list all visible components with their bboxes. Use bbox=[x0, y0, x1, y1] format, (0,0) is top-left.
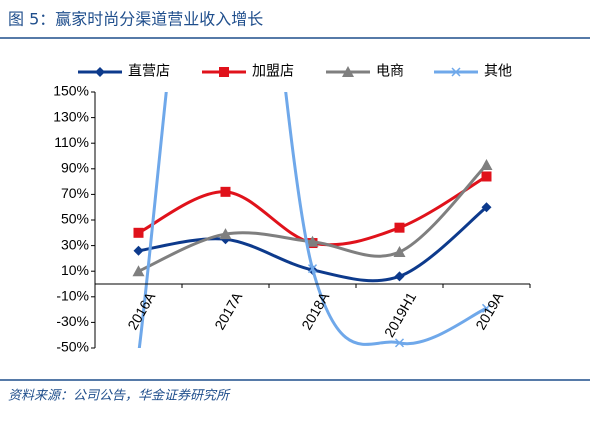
y-tick-label: 150% bbox=[53, 83, 89, 99]
x-tick-label: 2016A bbox=[124, 289, 158, 333]
point bbox=[307, 264, 318, 274]
y-tick-label: 30% bbox=[61, 236, 89, 252]
point bbox=[133, 227, 144, 238]
legend-marker bbox=[451, 67, 461, 77]
y-tick-label: 130% bbox=[53, 108, 89, 124]
legend-label: 加盟店 bbox=[252, 63, 294, 79]
x-tick-label: 2017A bbox=[211, 289, 245, 333]
legend-marker bbox=[342, 66, 354, 77]
point bbox=[481, 303, 492, 313]
legend-marker bbox=[219, 67, 229, 77]
point bbox=[132, 265, 145, 277]
legend-label: 电商 bbox=[376, 63, 404, 79]
point bbox=[133, 245, 144, 256]
y-tick-label: -30% bbox=[56, 313, 89, 329]
chart-title: 图 5：赢家时尚分渠道营业收入增长 bbox=[8, 10, 263, 29]
x-tick-label: 2019A bbox=[472, 289, 506, 333]
y-tick-label: 10% bbox=[61, 262, 89, 278]
source: 资料来源：公司公告，华金证券研究所 bbox=[8, 388, 231, 404]
point bbox=[219, 228, 232, 240]
y-tick-label: -10% bbox=[56, 288, 89, 304]
point bbox=[394, 222, 405, 233]
plot-area bbox=[132, 92, 493, 358]
series-line bbox=[137, 175, 488, 247]
y-tick-label: 70% bbox=[61, 185, 89, 201]
point bbox=[481, 202, 492, 213]
point bbox=[220, 186, 231, 197]
point bbox=[481, 171, 492, 182]
point bbox=[306, 235, 319, 247]
point bbox=[135, 350, 143, 358]
legend-label: 直营店 bbox=[128, 63, 170, 79]
y-tick-label: 50% bbox=[61, 211, 89, 227]
y-tick-label: 90% bbox=[61, 160, 89, 176]
point bbox=[480, 158, 493, 170]
point bbox=[394, 338, 405, 348]
point bbox=[394, 271, 405, 282]
legend-marker bbox=[95, 67, 105, 77]
y-tick-label: 110% bbox=[54, 134, 89, 150]
point bbox=[393, 246, 406, 257]
x-tick-label: 2019H1 bbox=[381, 289, 419, 340]
y-tick-label: -50% bbox=[56, 339, 89, 355]
legend-label: 其他 bbox=[484, 63, 512, 79]
